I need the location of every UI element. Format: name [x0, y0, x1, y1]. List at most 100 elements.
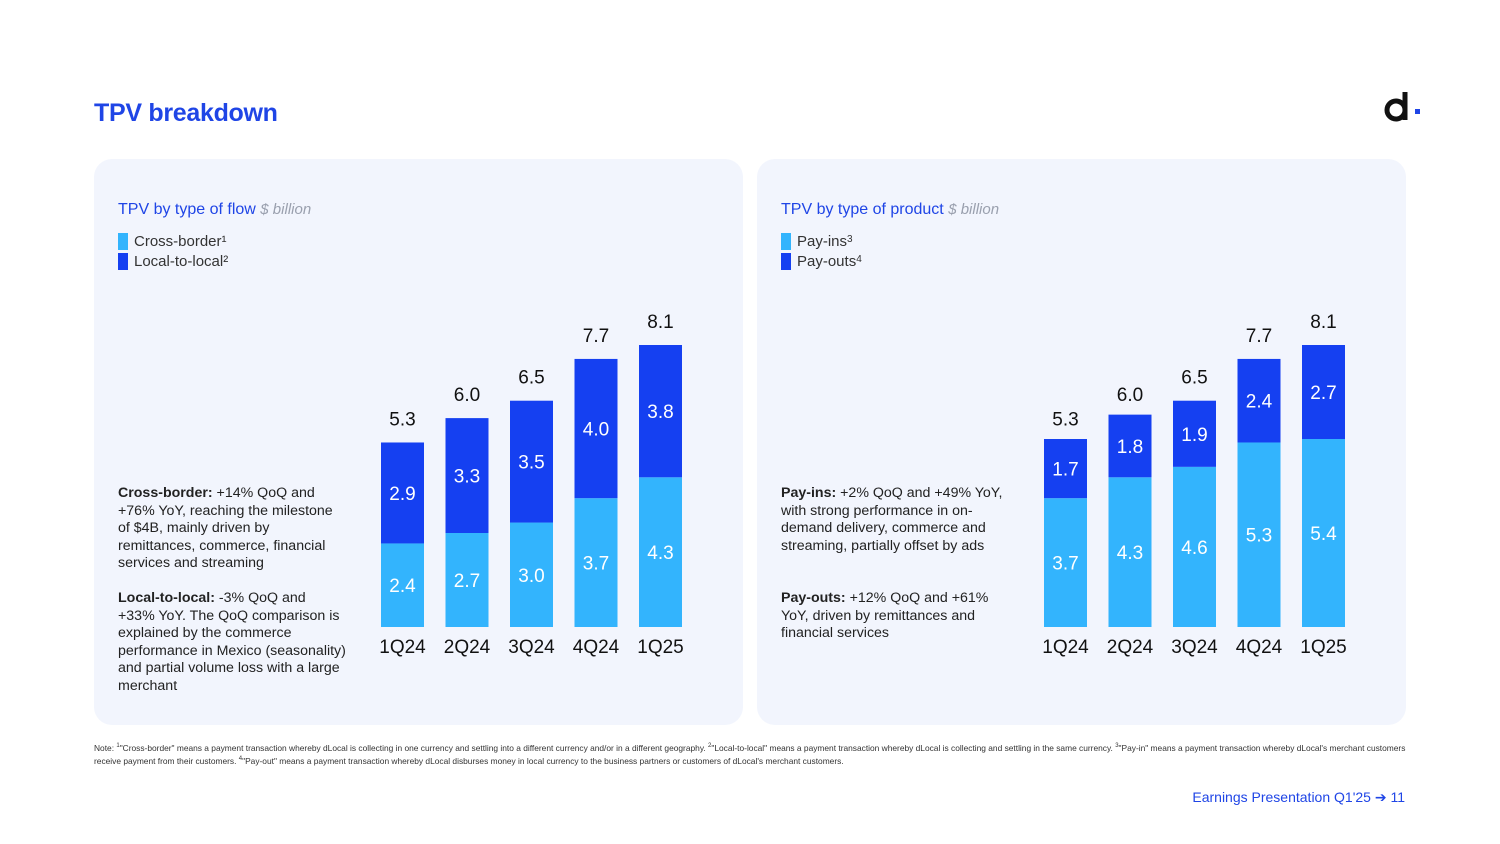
note-sup-1: 1 — [116, 743, 120, 750]
x-tick-label-1q24: 1Q24 — [1042, 637, 1089, 658]
tpv-by-flow-panel: TPV by type of flow $ billion Cross-bord… — [94, 159, 743, 725]
x-tick-label-4q24: 4Q24 — [573, 637, 620, 658]
total-label-1q25: 8.1 — [647, 312, 673, 333]
legend-swatch-cross-border — [118, 232, 128, 250]
legend-label-local-to-local: Local-to-local — [134, 252, 224, 270]
x-tick-label-3q24: 3Q24 — [1171, 637, 1218, 658]
cross-border-description: Cross-border: +14% QoQ and +76% YoY, rea… — [118, 485, 346, 573]
footnote: Note: 1"Cross-border" means a payment tr… — [94, 742, 1419, 768]
bar-local-to-local-3q24 — [510, 400, 553, 523]
note-text-1: "Cross-border" means a payment transacti… — [119, 743, 709, 753]
footer-arrow-icon: ➔ — [1374, 789, 1387, 805]
bar-pay-ins-3q24 — [1173, 466, 1216, 627]
total-label-3q24: 6.5 — [518, 368, 544, 389]
note-prefix: Note: — [94, 743, 117, 753]
bar-cross-border-4q24 — [574, 498, 618, 627]
data-label-cross-border-4q24: 3.7 — [583, 554, 609, 575]
pay-outs-description: Pay-outs: +12% QoQ and +61% YoY, driven … — [781, 590, 1009, 643]
note-sup-2: 2 — [708, 743, 712, 750]
data-label-local-to-local-1q25: 3.8 — [647, 402, 673, 423]
total-label-4q24: 7.7 — [583, 326, 609, 347]
data-label-cross-border-1q24: 2.4 — [389, 576, 416, 597]
bar-pay-outs-1q24 — [1044, 439, 1087, 499]
note-text-4: "Pay-out" means a payment transaction wh… — [242, 756, 844, 766]
data-label-cross-border-3q24: 3.0 — [518, 566, 544, 587]
total-label-1q24: 5.3 — [1052, 409, 1078, 430]
data-label-pay-outs-1q24: 1.7 — [1052, 460, 1078, 481]
flow-chart-title-text: TPV by type of flow — [118, 201, 256, 218]
x-tick-label-3q24: 3Q24 — [508, 637, 555, 658]
data-label-pay-ins-3q24: 4.6 — [1181, 538, 1207, 559]
total-label-4q24: 7.7 — [1246, 326, 1272, 347]
total-label-2q24: 6.0 — [1117, 385, 1143, 406]
flow-stacked-bar-chart: 2.4 2.9 5.3 1Q24 2.7 3.3 6.0 2Q24 3.0 3.5 6.5 3Q24 3… — [379, 312, 683, 658]
bar-local-to-local-4q24 — [574, 358, 618, 499]
bar-pay-ins-1q24 — [1044, 498, 1087, 627]
product-chart-unit: $ billion — [948, 201, 1000, 218]
x-tick-label-1q25: 1Q25 — [637, 637, 683, 658]
local-to-local-description: Local-to-local: -3% QoQ and +33% YoY. Th… — [118, 590, 346, 696]
note-sup-4: 4 — [238, 756, 243, 763]
x-tick-label-1q25: 1Q25 — [1300, 637, 1346, 658]
bar-cross-border-3q24 — [510, 522, 553, 627]
bar-cross-border-2q24 — [445, 533, 489, 627]
data-label-local-to-local-3q24: 3.5 — [518, 453, 544, 474]
pay-ins-desc-body: +2% QoQ and +49% YoY, with strong perfor… — [781, 485, 1003, 554]
legend-swatch-local-to-local — [118, 252, 128, 270]
legend-label-pay-ins: Pay-ins — [797, 232, 848, 250]
bar-cross-border-1q24 — [381, 543, 424, 627]
legend-item-pay-outs: Pay-outs 4 — [781, 251, 862, 271]
bar-local-to-local-1q25 — [639, 345, 682, 478]
legend-sup-local-to-local: ² — [223, 252, 229, 270]
local-to-local-desc-head: Local-to-local: — [118, 590, 215, 606]
bar-pay-outs-3q24 — [1173, 400, 1216, 467]
legend-swatch-pay-ins — [781, 232, 791, 250]
legend-label-cross-border: Cross-border — [134, 232, 222, 250]
bar-local-to-local-1q24 — [381, 442, 424, 544]
cross-border-desc-body: +14% QoQ and +76% YoY, reaching the mile… — [118, 485, 333, 572]
legend-item-pay-ins: Pay-ins 3 — [781, 231, 862, 251]
bar-pay-ins-4q24 — [1237, 442, 1281, 627]
note-sup-3: 3 — [1115, 743, 1119, 750]
dlocal-d-logo-icon — [1384, 92, 1420, 122]
total-label-1q25: 8.1 — [1310, 312, 1336, 333]
flow-chart-title: TPV by type of flow $ billion — [118, 201, 311, 219]
data-label-local-to-local-2q24: 3.3 — [454, 467, 480, 488]
total-label-3q24: 6.5 — [1181, 368, 1207, 389]
legend-item-local-to-local: Local-to-local ² — [118, 251, 228, 271]
data-label-pay-ins-4q24: 5.3 — [1246, 526, 1272, 547]
legend-label-pay-outs: Pay-outs — [797, 252, 857, 270]
footer: Earnings Presentation Q1'25 ➔ 11 — [1192, 789, 1405, 806]
local-to-local-desc-body: -3% QoQ and +33% YoY. The QoQ comparison… — [118, 590, 346, 694]
page-title: TPV breakdown — [94, 99, 278, 127]
pay-outs-desc-head: Pay-outs: — [781, 590, 846, 606]
data-label-pay-outs-4q24: 2.4 — [1246, 392, 1273, 413]
footer-text: Earnings Presentation Q1'25 — [1192, 789, 1371, 805]
data-label-pay-outs-3q24: 1.9 — [1181, 425, 1207, 446]
flow-chart-unit: $ billion — [260, 201, 312, 218]
pay-ins-desc-head: Pay-ins: — [781, 485, 837, 501]
product-legend: Pay-ins 3 Pay-outs 4 — [781, 231, 862, 271]
data-label-cross-border-1q25: 4.3 — [647, 543, 673, 564]
data-label-local-to-local-1q24: 2.9 — [389, 484, 415, 505]
page-number: 11 — [1390, 789, 1405, 805]
bar-pay-outs-4q24 — [1237, 358, 1281, 443]
data-label-cross-border-2q24: 2.7 — [454, 571, 480, 592]
legend-sup-cross-border: ¹ — [221, 232, 227, 250]
bar-pay-outs-2q24 — [1108, 414, 1152, 478]
pay-outs-desc-body: +12% QoQ and +61% YoY, driven by remitta… — [781, 590, 989, 642]
bar-pay-ins-1q25 — [1302, 439, 1345, 627]
data-label-pay-ins-1q25: 5.4 — [1310, 524, 1337, 545]
x-tick-label-2q24: 2Q24 — [444, 637, 491, 658]
note-text-3: "Pay-in" means a payment transaction whe… — [94, 743, 1406, 766]
note-text-2: "Local-to-local" means a payment transac… — [711, 743, 1116, 753]
data-label-local-to-local-4q24: 4.0 — [583, 420, 609, 441]
cross-border-desc-head: Cross-border: — [118, 485, 213, 501]
product-chart-title: TPV by type of product $ billion — [781, 201, 999, 219]
x-tick-label-2q24: 2Q24 — [1107, 637, 1154, 658]
legend-swatch-pay-outs — [781, 252, 791, 270]
bar-cross-border-1q25 — [639, 477, 682, 627]
x-tick-label-4q24: 4Q24 — [1236, 637, 1283, 658]
bar-pay-ins-2q24 — [1108, 477, 1152, 627]
bar-pay-outs-1q25 — [1302, 345, 1345, 439]
